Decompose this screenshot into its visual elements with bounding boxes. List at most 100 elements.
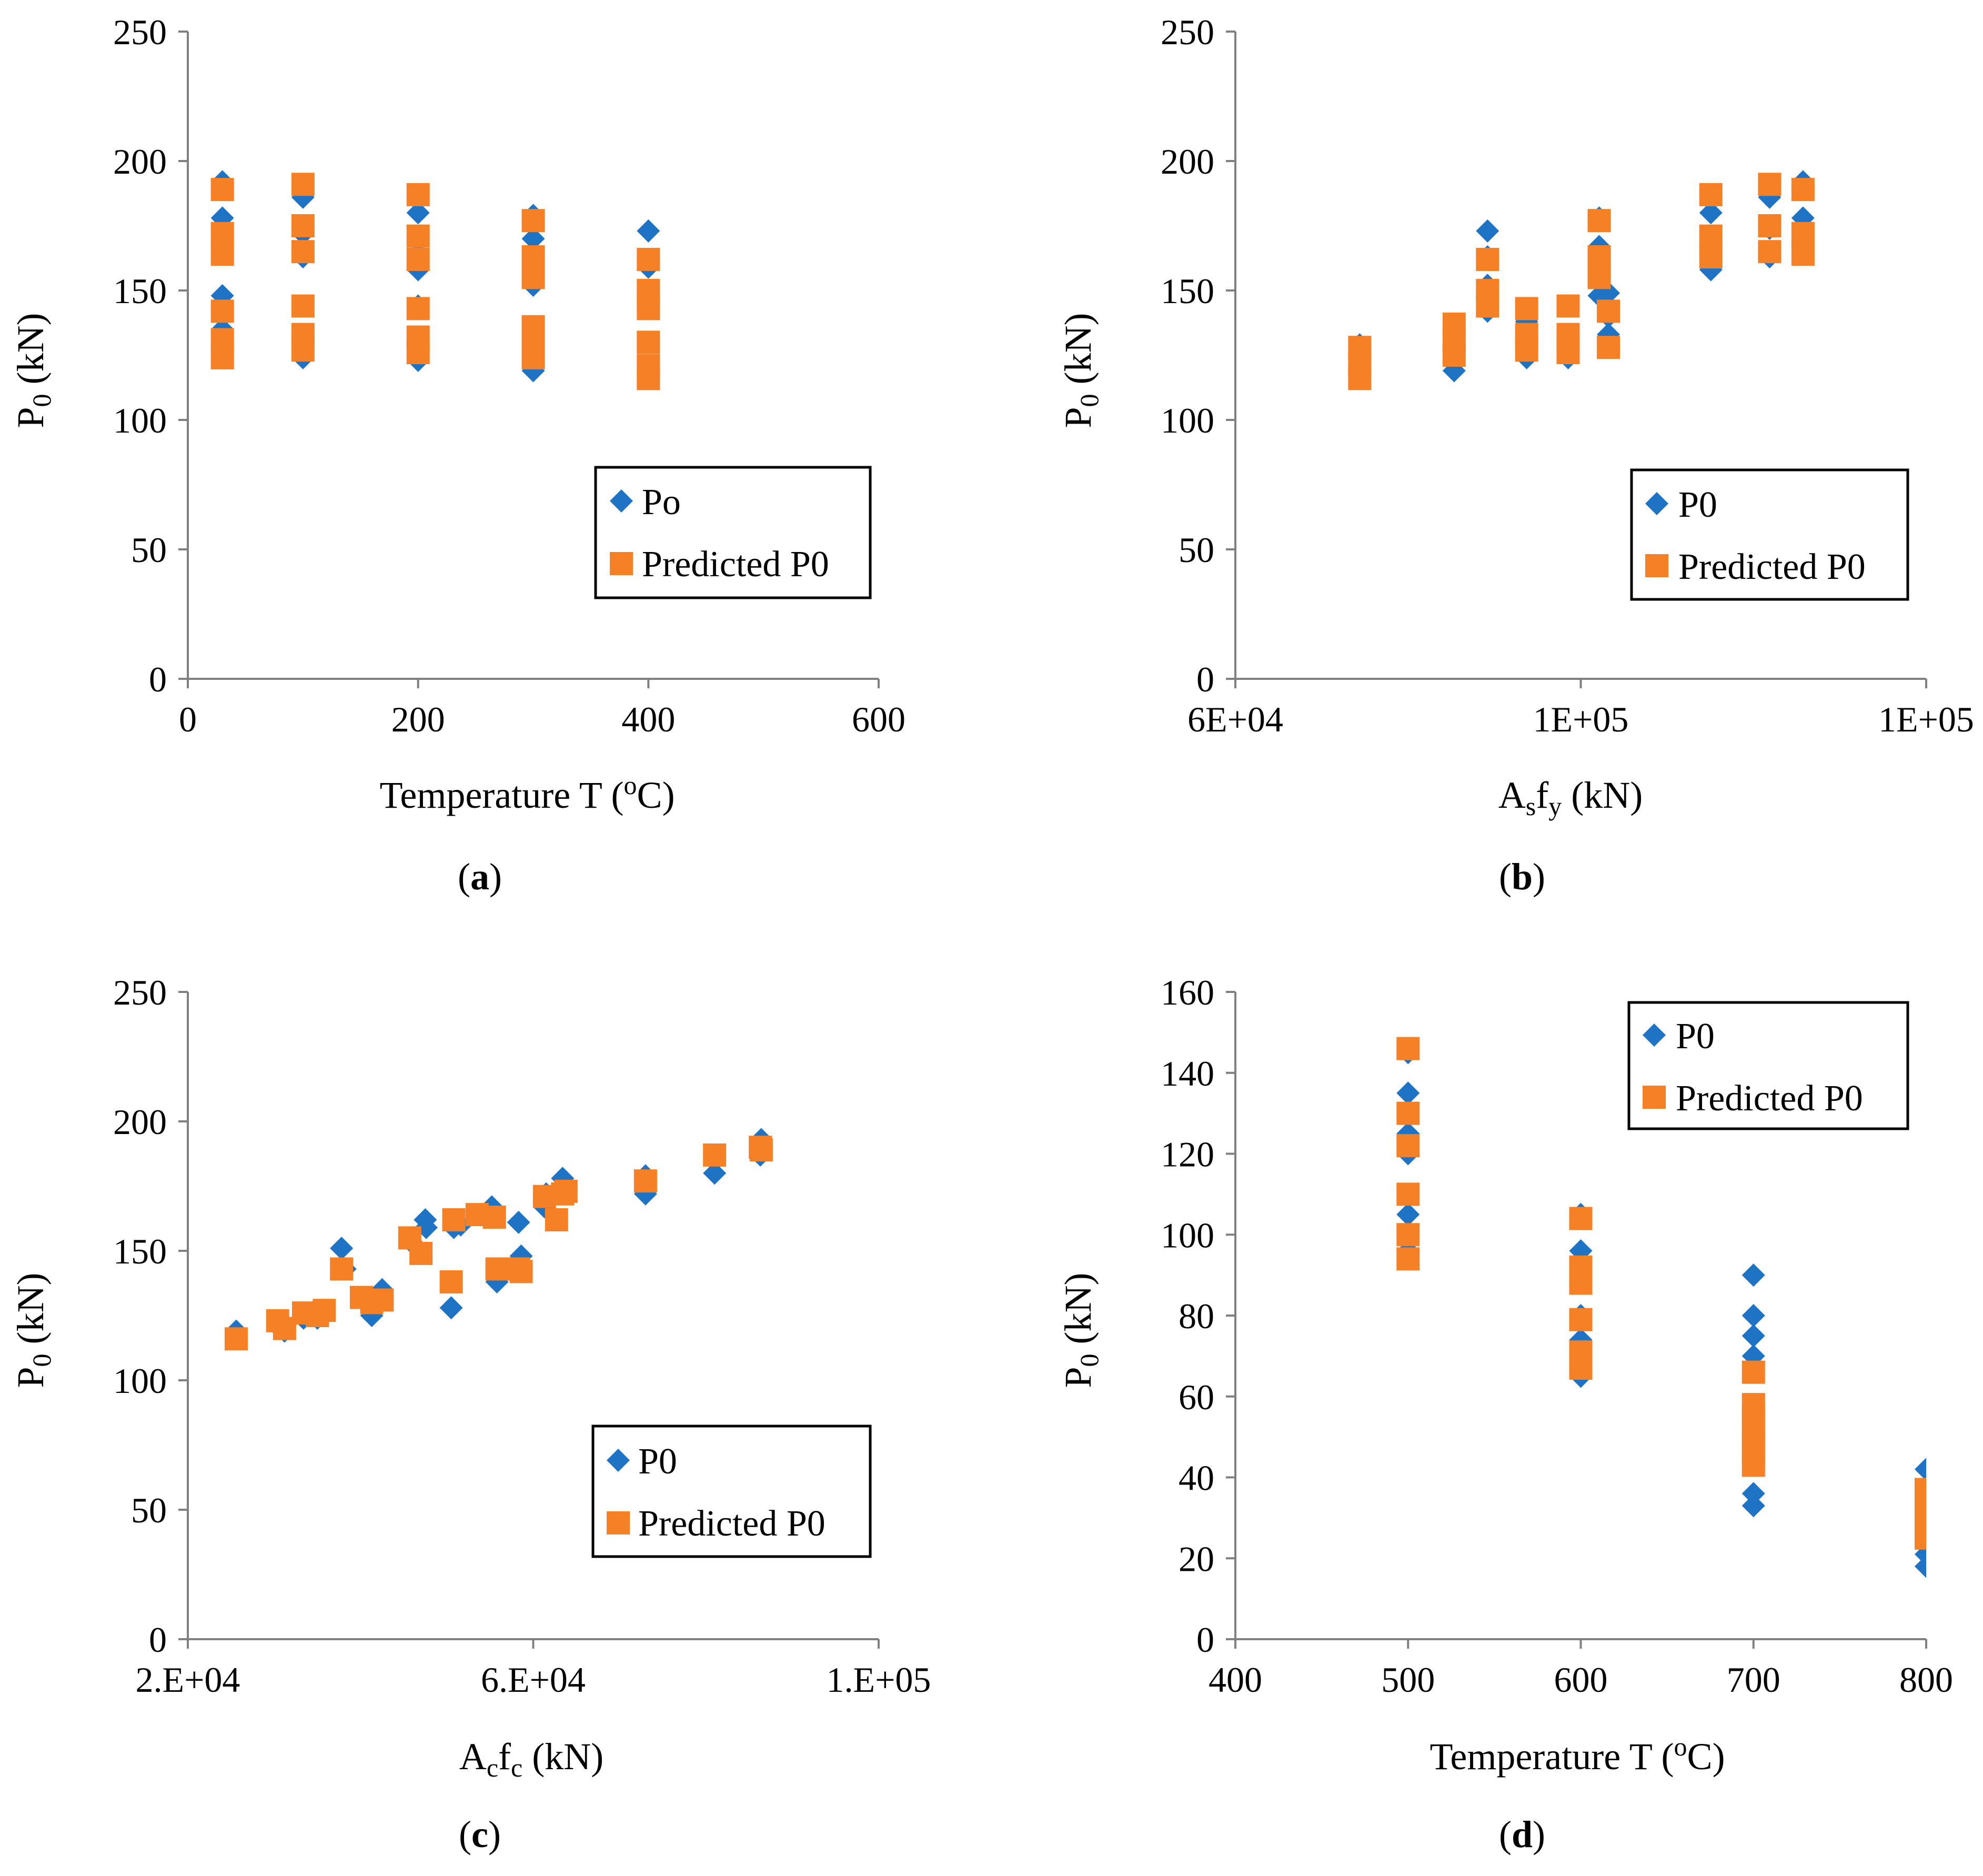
legend-b: P0 Predicted P0 — [1630, 468, 1909, 601]
y-tick-label: 150 — [113, 1231, 167, 1271]
legend-box — [591, 1424, 872, 1558]
y-tick-labels-c: 0 50 100 150 200 250 — [113, 972, 167, 1660]
point-predicted — [1396, 1101, 1420, 1125]
point-predicted — [1396, 1134, 1420, 1158]
point-observed — [330, 1237, 354, 1260]
x-tick-label: 200 — [391, 699, 445, 739]
legend-d: P0 Predicted P0 — [1627, 1001, 1909, 1130]
y-tick-label: 0 — [149, 1620, 167, 1660]
diamond-icon — [610, 489, 633, 513]
point-predicted — [1476, 294, 1499, 318]
y-tick-label: 150 — [113, 271, 167, 311]
point-predicted — [637, 297, 660, 320]
point-predicted — [1597, 299, 1620, 323]
point-predicted — [1569, 1356, 1593, 1380]
point-predicted — [1569, 1207, 1593, 1230]
chart-panel-c: 0 50 100 150 200 250 2.E+04 6.E+04 1.E+05 P0 (k… — [9, 972, 931, 1855]
legend-label-observed: P0 — [1678, 485, 1717, 525]
point-observed — [1476, 219, 1499, 243]
y-tick-label: 0 — [1196, 659, 1214, 699]
data-points-d — [1396, 1037, 1926, 1578]
y-tick-label: 20 — [1179, 1539, 1214, 1579]
point-predicted — [409, 1241, 433, 1265]
point-observed — [1915, 1458, 1926, 1481]
x-tick-label: 600 — [1554, 1660, 1608, 1700]
y-axis-label-c: P0 (kN) — [9, 1273, 56, 1388]
point-predicted — [1791, 243, 1815, 266]
x-tick-label: 700 — [1727, 1660, 1780, 1700]
y-tick-label: 100 — [113, 400, 167, 440]
data-points-b — [1348, 170, 1815, 390]
point-predicted — [1556, 294, 1580, 318]
point-observed — [1742, 1324, 1765, 1348]
point-observed — [1742, 1263, 1765, 1287]
point-observed — [1742, 1482, 1765, 1506]
y-tick-label: 50 — [131, 1490, 167, 1530]
point-predicted — [291, 173, 315, 196]
x-axis-label-a: Temperature T (oC) — [379, 770, 675, 816]
point-predicted — [509, 1260, 533, 1283]
chart-panel-a: 0 50 100 150 200 250 0 200 400 600 P0 (kN) Tempe… — [9, 12, 905, 898]
y-tick-labels-a: 0 50 100 150 200 250 — [113, 12, 167, 699]
x-axis-label-c: Acfc (kN) — [459, 1735, 603, 1782]
diamond-icon — [1645, 492, 1668, 515]
x-tick-label: 400 — [1209, 1660, 1262, 1700]
x-tick-labels-d: 400 500 600 700 800 — [1209, 1660, 1953, 1700]
y-tick-label: 50 — [1179, 530, 1214, 570]
point-observed — [1396, 1081, 1420, 1105]
y-tick-label: 0 — [1196, 1620, 1214, 1660]
point-predicted — [1396, 1182, 1420, 1206]
x-tick-label: 1.E+05 — [827, 1660, 931, 1700]
point-predicted — [1569, 1271, 1593, 1295]
x-tick-label: 800 — [1899, 1660, 1953, 1700]
legend-box — [1627, 1001, 1909, 1130]
legend-label-observed: P0 — [1676, 1016, 1715, 1057]
point-predicted — [406, 247, 430, 271]
point-predicted — [521, 346, 545, 369]
legend-label-predicted: Predicted P0 — [642, 544, 829, 585]
axes-c — [178, 991, 880, 1649]
y-tick-labels-b: 0 50 100 150 200 250 — [1161, 12, 1214, 699]
axes-b — [1226, 31, 1927, 688]
point-predicted — [1742, 1360, 1765, 1384]
x-tick-label: 6E+04 — [1187, 699, 1283, 739]
point-predicted — [1758, 240, 1781, 264]
y-axis-label-b: P0 (kN) — [1057, 313, 1104, 428]
point-predicted — [521, 266, 545, 289]
x-tick-labels-b: 6E+04 1E+05 1E+05 — [1187, 699, 1974, 739]
point-predicted — [637, 330, 660, 354]
point-predicted — [703, 1143, 727, 1167]
point-predicted — [545, 1208, 568, 1231]
y-tick-label: 140 — [1161, 1054, 1214, 1094]
point-observed — [1396, 1202, 1420, 1226]
x-tick-label: 0 — [179, 699, 197, 739]
point-predicted — [637, 247, 660, 271]
point-predicted — [330, 1257, 354, 1281]
legend-label-predicted: Predicted P0 — [1678, 547, 1866, 587]
point-predicted — [1597, 336, 1620, 359]
point-observed — [1699, 201, 1723, 225]
point-predicted — [291, 214, 315, 237]
y-tick-label: 60 — [1179, 1377, 1214, 1417]
x-tick-label: 1E+05 — [1533, 699, 1629, 739]
x-tick-label: 400 — [621, 699, 675, 739]
point-observed — [521, 227, 545, 250]
legend-label-predicted: Predicted P0 — [638, 1503, 826, 1544]
y-tick-label: 100 — [1161, 1215, 1214, 1255]
panel-caption-b: (b) — [1499, 856, 1545, 898]
y-tick-label: 200 — [113, 1102, 167, 1142]
x-tick-labels-a: 0 200 400 600 — [179, 699, 905, 739]
chart-panel-d: 0 20 40 60 80 100 120 140 160 400 500 600 700 800 P0… — [1057, 972, 1953, 1855]
legend-label-predicted: Predicted P0 — [1676, 1078, 1863, 1119]
point-observed — [637, 219, 660, 243]
diamond-icon — [1643, 1024, 1666, 1047]
x-tick-label: 6.E+04 — [481, 1660, 586, 1700]
point-predicted — [406, 297, 430, 320]
y-tick-label: 50 — [131, 530, 167, 570]
x-tick-labels-c: 2.E+04 6.E+04 1.E+05 — [136, 1660, 931, 1700]
x-tick-label: 2.E+04 — [136, 1660, 240, 1700]
legend-c: P0 Predicted P0 — [591, 1424, 872, 1558]
point-predicted — [1699, 245, 1723, 269]
